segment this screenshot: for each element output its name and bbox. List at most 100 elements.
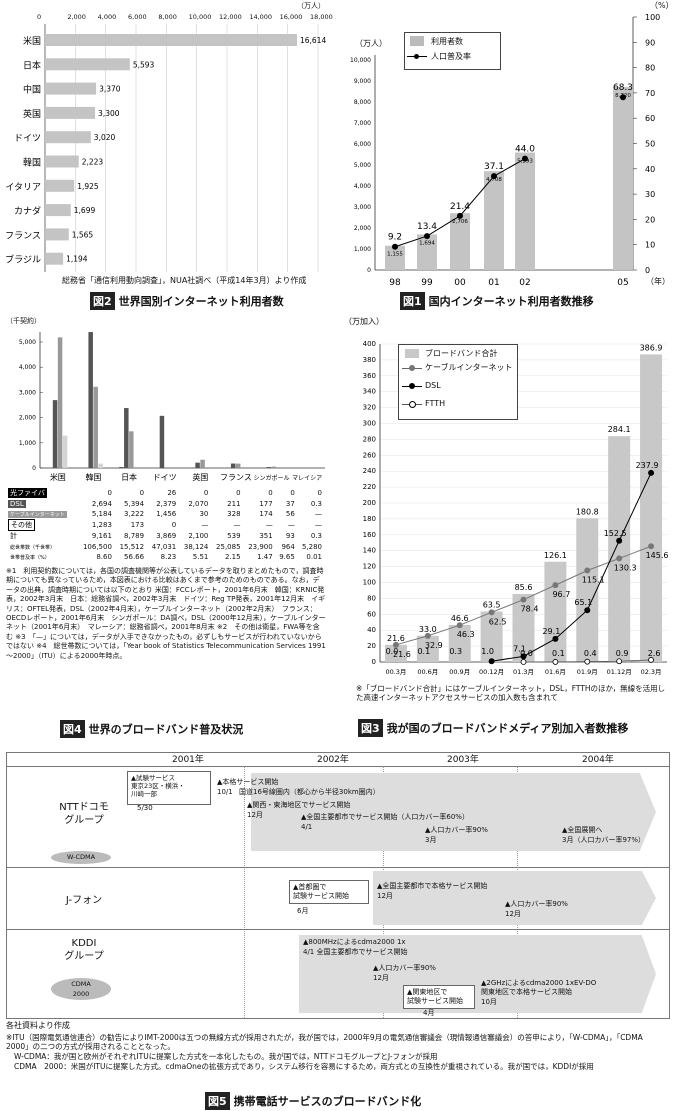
fig4-x-tick-label: ドイツ: [153, 473, 177, 482]
fig3-y-tick-label: 20: [367, 642, 376, 650]
fig5-event-date: 4/1: [301, 823, 313, 831]
fig4-y-tick-label: 0: [32, 465, 36, 472]
fig2-bar-value: 1,925: [77, 182, 99, 191]
fig3-cable-value: 62.5: [489, 617, 507, 626]
fig1-bar: [484, 171, 504, 270]
fig4-table-cell: 539: [227, 532, 241, 541]
fig3-y-tick-label: 340: [363, 388, 376, 396]
fig3-total-value: 284.1: [608, 425, 631, 434]
fig3-x-tick-label: 01.9月: [577, 668, 598, 676]
fig4-x-tick-label: 韓国: [85, 472, 101, 482]
fig3-bar: [448, 624, 471, 662]
fig4-table-cell: 23,900: [248, 542, 273, 551]
fig4-table-row-label-text: その他: [8, 519, 35, 532]
fig2-category-label: 韓国: [23, 158, 41, 169]
fig3-dsl-marker: [616, 537, 623, 544]
fig5-event-date: 12月: [373, 974, 389, 982]
fig1-bar-value: 1,155: [387, 252, 403, 258]
fig4-table-row: 総世帯数（千世帯） 106,500 15,512 47,031 38,124 25,085…: [6, 542, 324, 552]
fig5-event-date: 12月: [505, 910, 521, 918]
fig1-year-unit: （年）: [646, 277, 670, 286]
fig3-caption-number: 図3: [358, 719, 383, 737]
fig5-source: 各社資料より作成: [6, 1021, 70, 1030]
fig4-table-cell: 0: [317, 489, 322, 498]
fig2-bar: [45, 228, 69, 241]
fig5-year-divider: [244, 766, 245, 1018]
fig4-bar-2: [52, 400, 58, 468]
fig3-cable-value: 115.1: [582, 575, 605, 584]
fig3-y-tick-label: 160: [363, 531, 376, 539]
fig3-note: ※「ブロードバンド合計」にはケーブルインターネット，DSL，FTTHのほか，無線…: [356, 684, 666, 703]
fig1-x-tick-label: 00: [454, 278, 466, 288]
fig4-bar-4: [62, 435, 68, 468]
fig3-y-tick-label: 260: [363, 451, 376, 459]
fig1-x-tick-label: 99: [421, 278, 433, 288]
fig1-line-value: 68.3: [613, 83, 633, 93]
fig1-line-value: 21.4: [450, 202, 470, 212]
fig5-year-2003: 2003年: [447, 755, 479, 765]
fig1-left-tick-label: 1,000: [354, 246, 371, 253]
fig3-cable-marker: [552, 582, 559, 589]
fig4-table-cell: 5.51: [192, 553, 209, 562]
fig4-table-cell: 5,184: [91, 509, 112, 518]
fig2-category-label: カナダ: [14, 205, 41, 217]
fig4-table-cell: 106,500: [82, 542, 112, 551]
fig1-line-value: 13.4: [417, 222, 437, 232]
fig5-year-2002: 2002年: [317, 755, 349, 765]
fig3-y-tick-label: 60: [367, 610, 376, 618]
fig5-event-box: ▲試験サービス 東京23区・横浜・ 川崎一部: [127, 771, 211, 805]
fig3-cable-marker: [456, 622, 463, 629]
fig4-bar-3: [235, 463, 241, 468]
fig4-table-row-label-text: 光ファイバ: [8, 488, 47, 499]
fig3-y-tick-label: 0: [372, 658, 376, 666]
fig4-table-row-label: 光ファイバ: [6, 488, 77, 499]
fig2-x-ticks: 0 2,000 4,000 6,000 8,000 10,000 12,000 14,000 1…: [0, 14, 340, 24]
fig3-x-tick-label: 01.12月: [607, 668, 632, 676]
fig3-cable-value: 32.9: [425, 641, 443, 650]
fig4-table-cell: —: [233, 521, 241, 530]
fig4-bar-3: [129, 431, 134, 468]
fig4-table-cell: 47,031: [151, 542, 177, 551]
fig3-y-tick-label: 320: [363, 404, 376, 412]
fig5-event-date: 6月: [297, 907, 309, 915]
fig4-table-cell: 37: [285, 499, 295, 508]
fig1-right-tick-label: 50: [645, 140, 655, 149]
fig3-dsl-marker: [648, 469, 655, 476]
fig1-line-value: 44.0: [515, 145, 535, 155]
fig2-bar: [45, 106, 96, 119]
fig4-table-cell: 0: [290, 489, 295, 498]
fig3-ftth-value: 0.9: [616, 649, 629, 658]
fig3-total-value: 63.5: [483, 601, 501, 610]
fig4-y-tick-label: 5,000: [19, 339, 36, 346]
fig5-note: CDMA 2000：米国がITUに提案した方式。cdmaOneの拡張方式であり，…: [14, 1062, 594, 1071]
fig2-x-tick-label: 12,000: [219, 13, 242, 21]
fig2-source: 総務省「通信利用動向調査」，NUA社調べ（平成14年3月）より作成: [62, 276, 307, 285]
fig4-table-cell: 8,789: [124, 532, 145, 541]
fig5-event-text: ▲2GHzによるcdma2000 1xEV-DO 関東地区で本格サービス開始: [481, 979, 597, 996]
fig4-bar-2: [195, 462, 200, 468]
fig3-dsl-value: 29.1: [542, 627, 560, 636]
fig4-table-cell: 964: [281, 542, 295, 551]
fig3-ftth-value: 0.0: [520, 649, 533, 658]
fig2-x-tick-label: 2,000: [67, 13, 86, 21]
fig3-y-tick-label: 100: [363, 579, 376, 587]
fig3-bar: [640, 354, 663, 662]
fig4-table-cell: 30: [199, 509, 209, 518]
fig5-event-text: ▲関西・東海地区でサービス開始: [247, 801, 351, 809]
fig5-event-text: ▲全国主要都市でサービス開始（人口カバー率60%）: [301, 813, 469, 821]
fig5-arrow-jphone: [373, 871, 656, 925]
fig3-dsl-value: 152.5: [604, 529, 627, 538]
fig4-table-cell: 0: [139, 489, 145, 498]
fig3-y-tick-label: 40: [367, 626, 376, 634]
fig4-table-cell: 0: [203, 489, 209, 498]
fig3-y-tick-label: 80: [367, 594, 376, 602]
fig4-table-cell: 56.66: [124, 553, 145, 562]
fig1-right-tick-label: 80: [645, 64, 655, 73]
fig4-chart: 0 1,000 2,000 3,000 4,000 5,000 米国 韓国 日本 ドイツ 英国 フラン…: [19, 332, 325, 482]
fig4-table-cell: 3,222: [124, 509, 145, 518]
fig1-caption-title: 国内インターネット利用者数推移: [428, 295, 594, 308]
fig4-table-cell: —: [287, 521, 295, 530]
fig5-event-sub: 国道16号線圏内（都心から半径30km圏内）: [239, 788, 380, 796]
fig1-unit-right: （%）: [650, 1, 674, 10]
fig4-table-row-label: 世帯普及率（%）: [6, 552, 77, 562]
